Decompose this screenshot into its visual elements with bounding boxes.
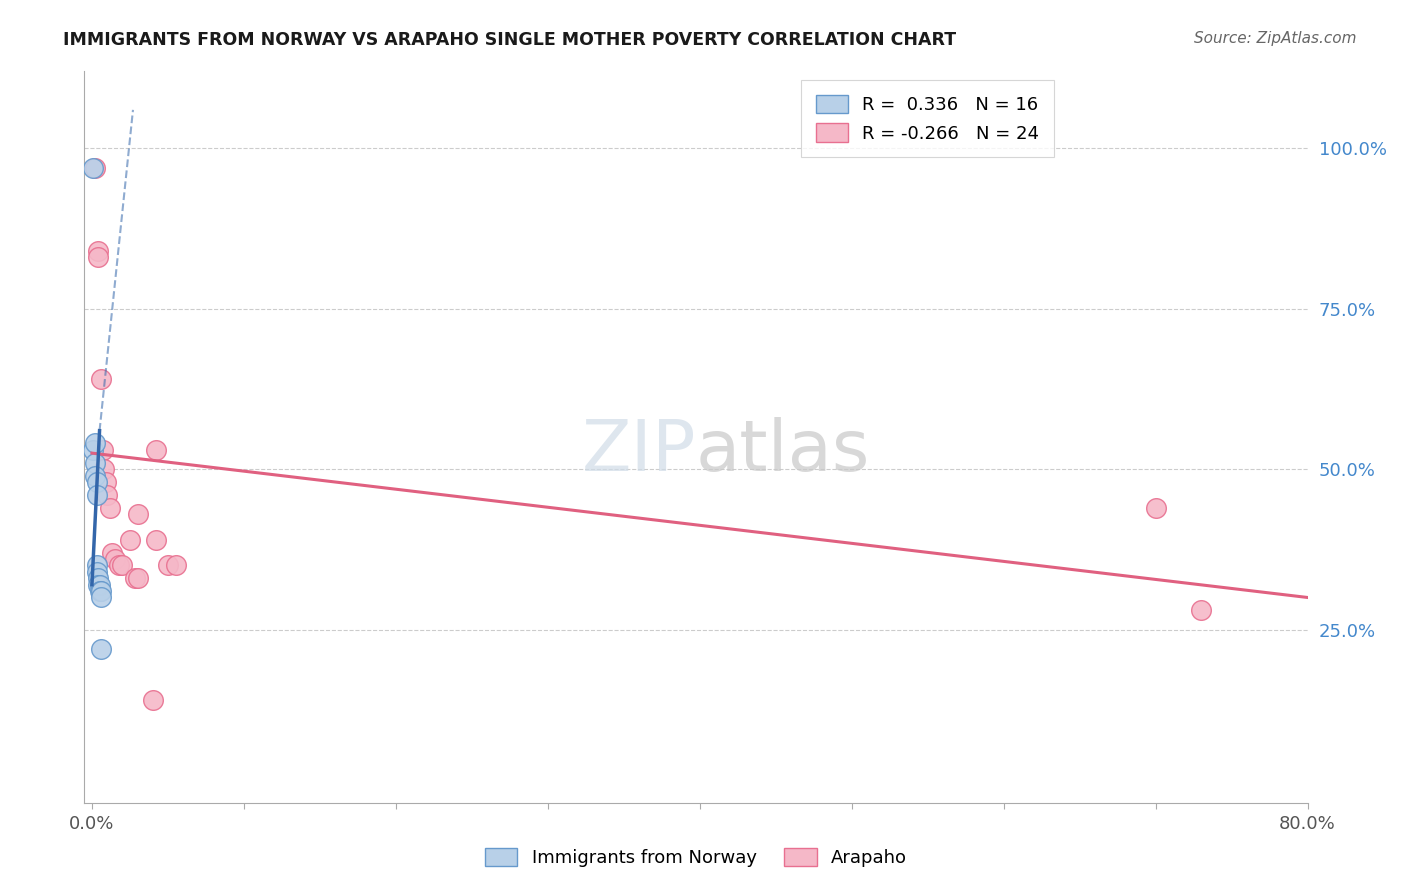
Text: Source: ZipAtlas.com: Source: ZipAtlas.com — [1194, 31, 1357, 46]
Point — [111, 558, 134, 573]
Point — [93, 462, 115, 476]
Point — [86, 488, 108, 502]
Point — [82, 442, 104, 457]
Text: IMMIGRANTS FROM NORWAY VS ARAPAHO SINGLE MOTHER POVERTY CORRELATION CHART: IMMIGRANTS FROM NORWAY VS ARAPAHO SINGLE… — [63, 31, 956, 49]
Text: atlas: atlas — [696, 417, 870, 486]
Point — [84, 468, 107, 483]
Point — [89, 577, 111, 591]
Point — [145, 442, 167, 457]
Point — [86, 558, 108, 573]
Point — [84, 161, 107, 175]
Point — [165, 558, 187, 573]
Point — [87, 571, 110, 585]
Point — [108, 558, 131, 573]
Point — [87, 244, 110, 258]
Point — [100, 545, 122, 559]
Point — [127, 507, 149, 521]
Point — [145, 533, 167, 547]
Point — [94, 475, 117, 489]
Point — [89, 584, 111, 599]
Point — [84, 436, 107, 450]
Point — [86, 565, 108, 579]
Point — [104, 552, 127, 566]
Point — [84, 456, 107, 470]
Point — [142, 693, 165, 707]
Point — [156, 558, 179, 573]
Point — [124, 571, 146, 585]
Point — [82, 161, 104, 175]
Point — [90, 641, 112, 656]
Point — [98, 500, 121, 515]
Point — [90, 372, 112, 386]
Point — [90, 584, 112, 599]
Point — [118, 533, 141, 547]
Point — [87, 577, 110, 591]
Point — [127, 571, 149, 585]
Point — [86, 475, 108, 489]
Legend: Immigrants from Norway, Arapaho: Immigrants from Norway, Arapaho — [478, 840, 914, 874]
Point — [1189, 603, 1212, 617]
Point — [96, 488, 118, 502]
Point — [90, 591, 112, 605]
Point — [87, 251, 110, 265]
Point — [91, 442, 114, 457]
Point — [1144, 500, 1167, 515]
Text: ZIP: ZIP — [582, 417, 696, 486]
